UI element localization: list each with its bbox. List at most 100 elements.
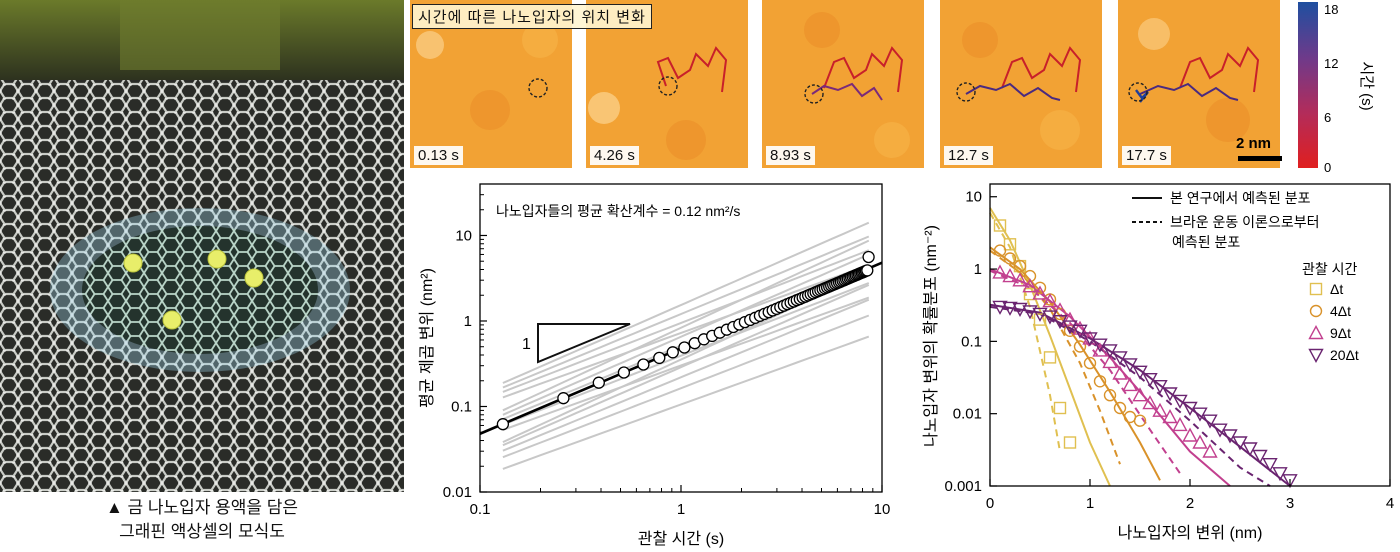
pdf-ytick-label: 0.1 — [961, 333, 982, 350]
trajectory-line — [502, 235, 870, 389]
frame-time-label: 0.13 s — [414, 146, 463, 165]
pdf-fit-curve — [989, 207, 1111, 487]
colorbar-tick: 0 — [1324, 160, 1331, 175]
msd-point — [678, 341, 691, 354]
frame-time-label: 4.26 s — [590, 146, 639, 165]
pdf-point — [1032, 307, 1048, 322]
pdf-point — [1102, 344, 1118, 359]
trajectory-line — [502, 298, 870, 452]
pdf-point — [1072, 320, 1088, 335]
colorbar-gradient — [1298, 2, 1318, 168]
pdf-point — [1152, 402, 1168, 417]
pdf-ticks: 0 1 2 3 4 0.001 0.01 0.1 1 10 — [944, 189, 1394, 512]
msd-xtick-label: 10 — [874, 501, 891, 518]
pdf-point — [1073, 340, 1087, 353]
pdf-xtick-label: 3 — [1286, 495, 1294, 512]
pdf-point — [1112, 351, 1128, 366]
scale-bar — [1238, 156, 1282, 161]
schematic-caption: ▲ 금 나노입자 용액을 담은 그래핀 액상셀의 모식도 — [0, 496, 404, 544]
legend-series-label: Δt — [1330, 281, 1343, 297]
pdf-point — [1093, 375, 1107, 388]
msd-axes-frame — [479, 183, 883, 493]
pdf-point — [1152, 380, 1168, 395]
pdf-point — [1132, 365, 1148, 380]
pdf-fit-curve — [989, 268, 1231, 487]
pdf-xtick-label: 1 — [1086, 495, 1094, 512]
slope-label: 1 — [522, 336, 531, 353]
pdf-ytick-label: 1 — [974, 261, 982, 278]
tem-frame-3: 8.93 s — [762, 0, 924, 168]
pdf-point — [1032, 285, 1048, 300]
schematic-drawing — [0, 0, 404, 492]
scale-bar-label: 2 nm — [1236, 135, 1272, 152]
pdf-xtick-label: 4 — [1386, 495, 1394, 512]
msd-point — [592, 376, 605, 389]
msd-plot-area — [479, 250, 883, 435]
msd-ylabel: 평균 제곱 변위 (nm²) — [418, 268, 436, 408]
pdf-point — [1112, 365, 1128, 380]
trajectory-line — [502, 314, 870, 459]
legend-marker — [1308, 325, 1324, 340]
msd-point — [666, 346, 679, 359]
frame-time-label: 12.7 s — [944, 146, 993, 165]
pdf-point — [1003, 252, 1017, 265]
frame-time-label: 8.93 s — [766, 146, 815, 165]
frame-texture — [586, 0, 748, 168]
pdf-point — [1103, 388, 1117, 402]
pdf-point — [1042, 293, 1058, 308]
pdf-point — [1202, 414, 1218, 429]
msd-ytick-label: 0.01 — [443, 484, 472, 501]
pdf-point — [1083, 356, 1097, 370]
tracked-particle-marker — [1128, 82, 1148, 102]
legend-marker — [1309, 304, 1323, 318]
pdf-fit-curve — [989, 269, 1181, 474]
tem-frame-4: 12.7 s — [940, 0, 1102, 168]
pdf-ytick-label: 0.01 — [953, 406, 982, 423]
pdf-point — [1132, 387, 1148, 402]
pdf-xlabel: 나노입자의 변위 (nm) — [1118, 524, 1263, 542]
trajectory-line — [502, 221, 870, 384]
pdf-xtick-label: 0 — [986, 495, 994, 512]
pdf-point — [1282, 474, 1298, 489]
slope-triangle — [537, 323, 631, 364]
series-legend: Δt 4Δt 9Δt 20Δt — [1308, 281, 1359, 363]
msd-point — [862, 250, 875, 264]
pdf-point — [1133, 414, 1147, 427]
gold-nanoparticle — [244, 268, 264, 288]
pdf-fit-curve — [989, 212, 1061, 452]
trajectory-line — [502, 283, 870, 447]
pdf-point — [993, 244, 1007, 257]
pdf-ytick-label: 0.001 — [944, 478, 982, 495]
pdf-point — [1192, 407, 1208, 422]
gold-nanoparticle — [123, 253, 143, 273]
pdf-point — [1063, 436, 1077, 449]
legend-dashed-label-2: 예측된 분포 — [1172, 234, 1240, 250]
pdf-point — [1043, 351, 1057, 364]
pdf-point — [1022, 305, 1038, 320]
pdf-ytick-label: 10 — [965, 189, 982, 206]
pdf-point — [1033, 313, 1047, 326]
msd-point — [653, 351, 666, 365]
pdf-point — [1262, 458, 1278, 473]
tracked-particle-marker — [658, 76, 678, 96]
pdf-point — [1113, 401, 1127, 415]
tem-frame-5: 17.7 s — [1118, 0, 1280, 168]
legend-title: 관찰 시간 — [1302, 261, 1358, 277]
caption-line-1: ▲ 금 나노입자 용액을 담은 — [105, 498, 299, 517]
msd-point — [861, 264, 874, 277]
msd-point — [557, 392, 570, 405]
trajectory-line — [502, 264, 870, 399]
pdf-point — [1222, 429, 1238, 444]
legend-marker — [1308, 348, 1324, 363]
pdf-plot-area — [989, 207, 1298, 489]
pdf-point — [1023, 269, 1037, 283]
msd-point — [617, 366, 631, 379]
frame-texture — [1118, 0, 1280, 168]
trajectory-line — [502, 249, 870, 393]
caption-line-2: 그래핀 액상셀의 모식도 — [119, 522, 285, 541]
legend-solid-label: 본 연구에서 예측된 분포 — [1170, 190, 1311, 206]
legend-dashed-label-1: 브라운 운동 이론으로부터 — [1170, 214, 1319, 230]
legend-marker — [1309, 282, 1323, 296]
gold-nanoparticle — [207, 249, 227, 269]
